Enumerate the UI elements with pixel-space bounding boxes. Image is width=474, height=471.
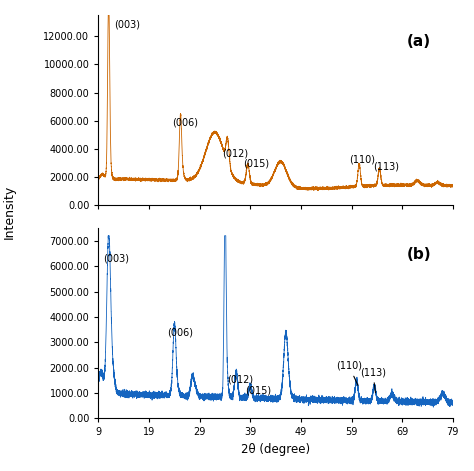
Text: (015): (015)	[245, 386, 272, 396]
Text: Intensity: Intensity	[2, 185, 15, 239]
Text: (a): (a)	[407, 34, 431, 49]
Text: (012): (012)	[228, 374, 254, 384]
Text: (003): (003)	[114, 19, 140, 29]
Text: (110): (110)	[336, 361, 362, 385]
Text: (003): (003)	[103, 254, 129, 264]
X-axis label: 2θ (degree): 2θ (degree)	[241, 443, 310, 456]
Text: (110): (110)	[349, 154, 375, 164]
Text: (113): (113)	[373, 162, 399, 171]
Text: (012): (012)	[222, 149, 249, 159]
Text: (006): (006)	[167, 327, 193, 337]
Text: (b): (b)	[407, 247, 431, 262]
Text: (015): (015)	[243, 159, 269, 169]
Text: (113): (113)	[360, 367, 386, 393]
Text: (006): (006)	[172, 118, 198, 128]
